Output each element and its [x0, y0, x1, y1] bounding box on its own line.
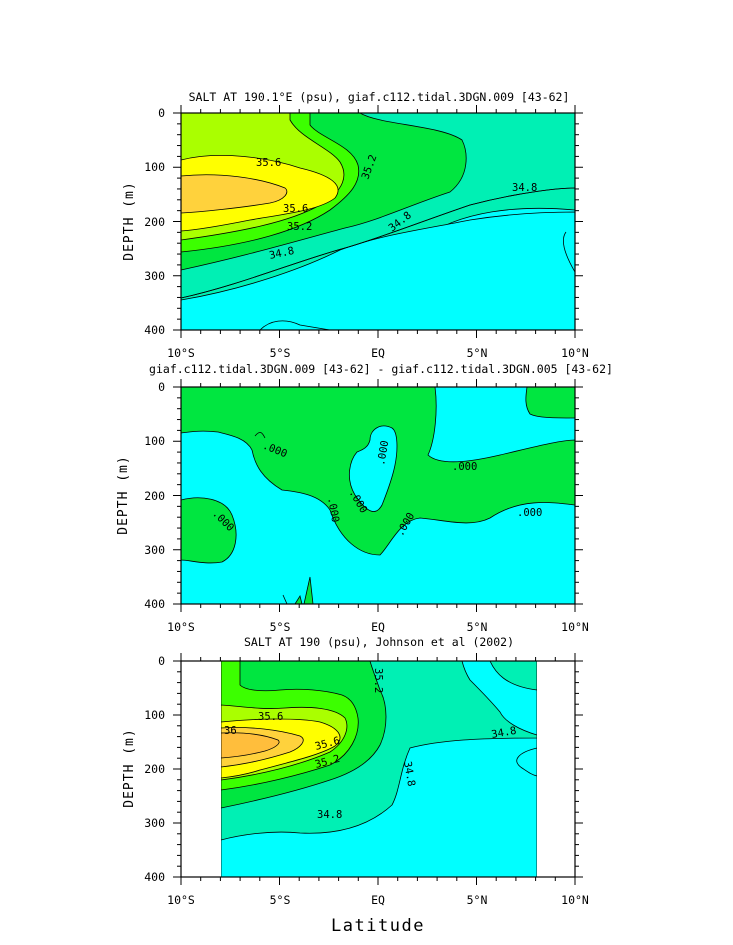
panel-2-clab-8: .000 [517, 507, 542, 519]
panel-2-ylabel: DEPTH (m) [116, 455, 131, 534]
panel-2-xtick-10n: 10°N [561, 620, 589, 634]
panel-3-clab-8: 34.8 [317, 809, 342, 821]
panel-3-field [221, 661, 537, 877]
panel-1-ytick-100: 100 [144, 160, 165, 174]
panel-3: SALT AT 190 (psu), Johnson et al (2002) … [122, 635, 589, 936]
panel-1-clab-3: 35.6 [283, 203, 308, 215]
panel-2-xtick-5s: 5°S [270, 620, 291, 634]
panel-1-contour-34.8-d [563, 231, 575, 273]
panel-2-clab-7: .000 [452, 461, 477, 473]
panel-1-field [181, 113, 575, 330]
panel-1-clab-5: 34.8 [268, 245, 295, 262]
panel-2-field [181, 387, 575, 604]
panel-2-title: giaf.c112.tidal.3DGN.009 [43-62] - giaf.… [149, 362, 613, 376]
panel-3-ytick-300: 300 [144, 816, 165, 830]
panel-2-ytick-0: 0 [158, 380, 165, 394]
panel-2-fill-positive-bottom [294, 576, 314, 604]
panel-2: giaf.c112.tidal.3DGN.009 [43-62] - giaf.… [116, 362, 613, 634]
panel-2-ytick-100: 100 [144, 434, 165, 448]
panel-1-fill-low-deep [181, 211, 575, 330]
panel-1-ytick-300: 300 [144, 269, 165, 283]
panel-2-tickmarks [173, 379, 583, 612]
panel-3-xtick-eq: EQ [371, 893, 385, 907]
panel-3-contour-labels: 35.2 35.6 36 35.6 35.2 34.8 34.8 34.8 [224, 668, 517, 821]
panel-3-fill-34.6-right [489, 661, 537, 691]
panel-1-clab-7: 34.8 [512, 182, 537, 194]
panel-2-fill-positive-main [181, 387, 575, 556]
panel-2-clab-2: .000 [375, 440, 391, 467]
panel-1-ytick-200: 200 [144, 215, 165, 229]
panel-2-ytick-200: 200 [144, 489, 165, 503]
panel-3-xtick-5s: 5°S [270, 893, 291, 907]
panel-1-ytick-0: 0 [158, 106, 165, 120]
panel-3-contour-34.6-b [516, 747, 537, 777]
panel-2-clab-4: .000 [325, 496, 341, 523]
panel-1-fill-35.8 [181, 174, 288, 214]
panel-1-tickmarks [173, 105, 583, 338]
panel-1-contour-34.8-c [259, 320, 331, 330]
panel-3-ytick-400: 400 [144, 870, 165, 884]
panel-1-title: SALT AT 190.1°E (psu), giaf.c112.tidal.3… [189, 90, 570, 104]
panel-3-ytick-0: 0 [158, 654, 165, 668]
panel-3-clab-7: 34.8 [401, 760, 417, 787]
panel-1-clab-1: 35.6 [256, 157, 281, 169]
panel-3-clab-6: 34.8 [490, 725, 517, 741]
panel-2-xtick-10s: 10°S [167, 620, 195, 634]
panel-3-ylabel: DEPTH (m) [122, 728, 137, 807]
panel-3-xtick-5n: 5°N [467, 893, 488, 907]
panel-2-fill-positive-left [181, 497, 237, 564]
panel-1-contour-34.8-b [181, 187, 575, 299]
panel-1-xtick-5s: 5°S [270, 346, 291, 360]
panel-3-ytick-200: 200 [144, 762, 165, 776]
panel-3-axes: DEPTH (m) 0 100 200 300 400 10°S 5°S EQ … [122, 653, 589, 936]
panel-3-tickmarks [173, 653, 583, 885]
panel-2-contour-a [254, 432, 266, 439]
panel-3-xtick-10s: 10°S [167, 893, 195, 907]
panel-1-xtick-5n: 5°N [467, 346, 488, 360]
panel-1-clab-4: 35.2 [287, 221, 312, 233]
panel-3-fill-36 [221, 732, 280, 759]
panel-3-clab-2: 35.6 [258, 711, 283, 723]
panel-1: SALT AT 190.1°E (psu), giaf.c112.tidal.3… [122, 90, 589, 360]
panel-2-contour-b [282, 594, 288, 604]
panel-1-xtick-10s: 10°S [167, 346, 195, 360]
panel-1-axes: DEPTH (m) 0 100 200 300 400 10°S 5°S EQ … [122, 105, 589, 360]
panel-1-ylabel: DEPTH (m) [122, 181, 137, 260]
panel-1-ytick-400: 400 [144, 323, 165, 337]
x-axis-label: Latitude [331, 916, 425, 936]
panel-3-clab-3: 36 [224, 725, 237, 737]
panel-3-ytick-100: 100 [144, 708, 165, 722]
panel-2-ytick-300: 300 [144, 543, 165, 557]
panel-2-axes: DEPTH (m) 0 100 200 300 400 10°S 5°S EQ … [116, 379, 589, 634]
panel-2-xtick-5n: 5°N [467, 620, 488, 634]
panel-2-xtick-eq: EQ [371, 620, 385, 634]
panel-2-fill-positive-right [525, 387, 575, 419]
panel-1-xtick-10n: 10°N [561, 346, 589, 360]
panel-3-xtick-10n: 10°N [561, 893, 589, 907]
panel-3-title: SALT AT 190 (psu), Johnson et al (2002) [244, 635, 514, 649]
panel-3-clab-1: 35.2 [372, 668, 384, 693]
panel-2-ytick-400: 400 [144, 597, 165, 611]
panel-1-xtick-eq: EQ [371, 346, 385, 360]
